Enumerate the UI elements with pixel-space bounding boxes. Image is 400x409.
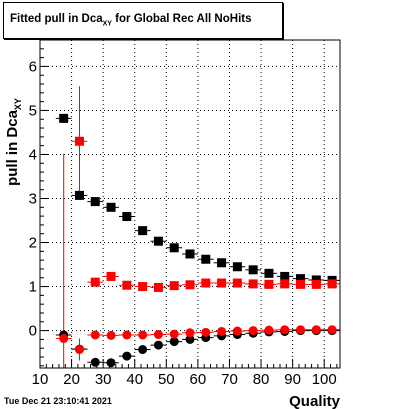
square-marker — [217, 278, 227, 288]
x-tick-label: 90 — [284, 371, 301, 388]
square-marker — [169, 281, 179, 291]
square-marker — [74, 136, 84, 146]
square-marker — [248, 279, 258, 289]
timestamp: Tue Dec 21 23:10:41 2021 — [4, 396, 112, 406]
square-marker — [280, 271, 290, 281]
circle-marker — [201, 327, 211, 337]
y-tick-label: 2 — [29, 235, 37, 252]
circle-marker — [185, 334, 195, 344]
square-marker — [59, 113, 69, 123]
circle-marker — [59, 334, 69, 344]
x-tick-label: 20 — [63, 371, 80, 388]
circle-marker — [90, 330, 100, 340]
square-marker — [311, 279, 321, 289]
circle-marker — [311, 325, 321, 335]
tick-labels-layer: 10 20 30 40 50 60 70 80 90 100 0 1 2 3 4 5 6 — [29, 58, 337, 388]
title-box: Fitted pull in DcaXY for Global Rec All … — [3, 2, 283, 39]
circle-marker — [169, 329, 179, 339]
x-tick-label: 40 — [126, 371, 143, 388]
grid-layer — [40, 40, 340, 368]
square-marker — [122, 212, 132, 222]
circle-marker — [185, 328, 195, 338]
x-tick-label: 80 — [253, 371, 270, 388]
square-marker — [153, 236, 163, 246]
circle-marker — [106, 358, 116, 368]
square-marker — [264, 279, 274, 289]
x-tick-label: 100 — [312, 371, 337, 388]
square-marker — [153, 282, 163, 292]
square-marker — [185, 280, 195, 290]
x-tick-label: 10 — [32, 371, 49, 388]
circle-marker — [169, 337, 179, 347]
circle-marker — [138, 345, 148, 355]
y-tick-label: 3 — [29, 190, 37, 207]
circle-marker — [153, 340, 163, 350]
chart-title-prefix: Fitted pull in Dca — [10, 13, 103, 25]
square-marker — [138, 226, 148, 236]
circle-marker — [138, 330, 148, 340]
square-marker — [106, 271, 116, 281]
square-marker — [280, 279, 290, 289]
ticks-layer — [39, 48, 338, 368]
circle-marker — [248, 326, 258, 336]
square-marker — [201, 278, 211, 288]
square-marker — [296, 274, 306, 284]
square-marker — [232, 262, 242, 272]
square-marker — [90, 197, 100, 207]
square-marker — [122, 280, 132, 290]
square-marker — [296, 279, 306, 289]
square-marker — [217, 258, 227, 268]
square-marker — [185, 249, 195, 259]
square-marker — [201, 254, 211, 264]
square-marker — [264, 268, 274, 278]
x-tick-label: 50 — [158, 371, 175, 388]
square-marker — [327, 279, 337, 289]
circle-marker — [122, 351, 132, 361]
square-marker — [232, 278, 242, 288]
y-axis-label-main: pull in Dca — [4, 109, 21, 186]
square-marker — [74, 190, 84, 200]
y-axis-label: pull in DcaXY — [4, 98, 23, 186]
x-axis-label: Quality — [289, 393, 341, 409]
y-tick-label: 5 — [29, 102, 37, 119]
circle-marker — [106, 330, 116, 340]
y-tick-label: 6 — [29, 58, 37, 75]
square-marker — [138, 282, 148, 292]
y-tick-label: 0 — [29, 323, 37, 340]
circle-marker — [232, 326, 242, 336]
circle-marker — [296, 325, 306, 335]
circle-marker — [90, 357, 100, 367]
chart-title-subscript: XY — [102, 20, 112, 28]
square-marker — [106, 202, 116, 212]
x-tick-label: 60 — [190, 371, 207, 388]
y-axis-label-subscript: XY — [13, 98, 23, 110]
chart-title: Fitted pull in DcaXY for Global Rec All … — [10, 13, 252, 27]
x-tick-label: 70 — [221, 371, 238, 388]
circle-marker — [264, 325, 274, 335]
square-marker — [90, 277, 100, 287]
circle-marker — [153, 330, 163, 340]
square-marker — [248, 265, 258, 275]
chart-title-suffix: for Global Rec All NoHits — [111, 13, 252, 25]
circle-marker — [327, 325, 337, 335]
markers-layer — [59, 113, 337, 368]
square-marker — [169, 243, 179, 253]
plot-frame — [39, 39, 341, 369]
circle-marker — [74, 345, 84, 355]
x-tick-label: 30 — [95, 371, 112, 388]
y-tick-label: 4 — [29, 146, 37, 163]
circle-marker — [217, 326, 227, 336]
circle-marker — [122, 330, 132, 340]
y-tick-label: 1 — [29, 279, 37, 296]
circle-marker — [280, 325, 290, 335]
